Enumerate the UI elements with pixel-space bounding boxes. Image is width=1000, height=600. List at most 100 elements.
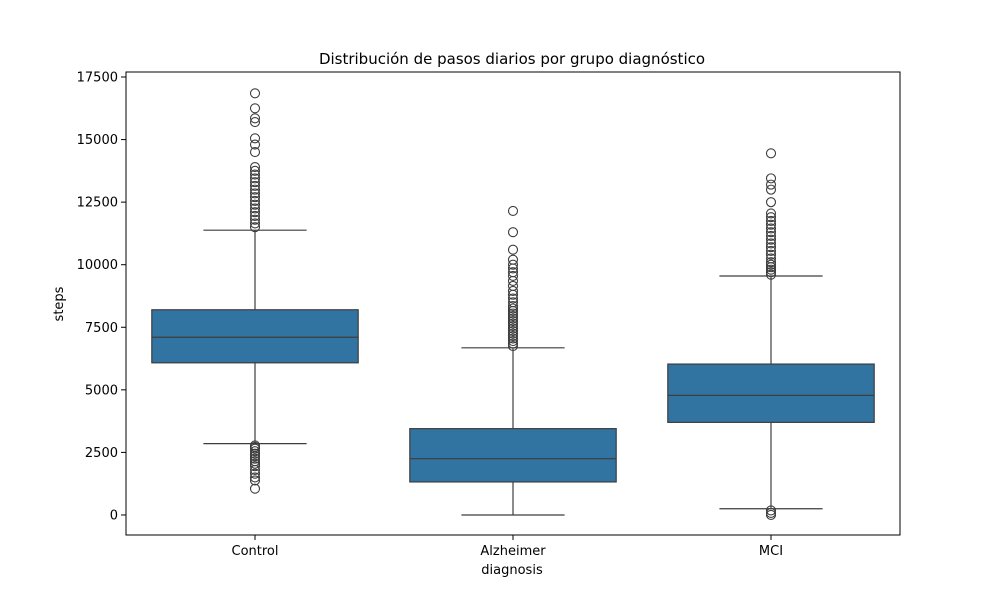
outlier-point [765,238,777,249]
x-axis-label: diagnosis [481,563,543,578]
outlier-point [249,173,261,184]
outlier-point [249,207,261,218]
outlier-point [765,227,777,238]
x-tick-label: Control [232,544,279,559]
outlier-point [507,227,519,238]
outlier-point [507,293,519,304]
y-tick-label: 17500 [77,71,118,86]
outlier-point [249,472,261,483]
outlier-point [765,269,777,280]
iqr-box [667,363,875,423]
outlier-point [249,453,261,464]
outlier-point [507,303,519,314]
outlier-point [765,148,777,159]
y-tick-label: 0 [110,508,118,523]
outlier-point [249,446,261,457]
outlier-point [507,259,519,270]
outlier-point [249,218,261,229]
box-alzheimer [409,205,617,516]
outlier-point [507,323,519,334]
outlier-point [507,205,519,216]
outlier-point [765,249,777,260]
outlier-point [249,177,261,188]
outlier-point [765,245,777,256]
outlier-point [765,197,777,208]
outlier-point [249,188,261,199]
y-tick-label: 2500 [85,446,118,461]
outlier-point [507,270,519,282]
outlier-point [249,184,261,195]
y-tick-label: 5000 [85,383,118,398]
outlier-point [249,180,261,191]
outlier-point [507,333,519,344]
outlier-point [507,308,519,319]
outlier-point [249,165,261,176]
outlier-point [249,162,261,173]
outlier-point [507,325,519,337]
outlier-point [249,199,261,210]
y-axis-label: steps [52,286,67,321]
outlier-point [507,254,519,265]
outlier-point [765,179,777,190]
y-tick-label: 15000 [77,133,118,148]
outlier-point [249,222,261,233]
outlier-point [507,310,519,322]
x-axis: Control Alzheimer MCI [232,535,783,559]
outlier-point [765,505,777,516]
outlier-point [765,219,777,230]
outlier-point [507,313,519,324]
y-tick-label: 7500 [85,321,118,336]
chart-title: Distribución de pasos diarios por grupo … [319,50,705,68]
outlier-point [765,184,777,195]
outlier-point [507,267,519,278]
outlier-point [507,340,519,352]
outlier-point [507,297,519,308]
outlier-point [765,223,777,234]
outlier-point [765,267,777,278]
outlier-point [507,280,519,292]
outlier-point [765,230,777,241]
outlier-point [249,113,261,124]
iqr-box [409,428,617,483]
outlier-point [249,458,261,469]
y-tick-label: 12500 [77,196,118,211]
outlier-point [249,147,261,158]
outlier-point [249,475,261,486]
outlier-point [765,234,777,245]
outlier-point [507,244,519,255]
outlier-point [249,461,261,472]
outlier-point [765,208,777,219]
outlier-point [249,133,261,144]
plot-area [151,88,875,521]
box-mci [667,148,875,521]
y-tick-label: 10000 [77,258,118,273]
outlier-point [765,257,777,268]
outlier-point [507,335,519,347]
box-control [151,88,359,494]
outlier-point [249,456,261,467]
outlier-point [765,242,777,253]
outlier-point [765,215,777,226]
outlier-point [249,468,261,479]
outlier-point [249,440,261,451]
outlier-point [249,103,261,114]
outlier-point [765,253,777,264]
outlier-point [765,259,777,270]
outlier-point [249,88,261,99]
outlier-point [507,315,519,327]
outlier-point [249,117,261,128]
iqr-box [151,309,359,364]
outlier-point [507,338,519,349]
outlier-point [765,173,777,184]
outlier-point [249,195,261,206]
outlier-point [765,507,777,519]
outlier-point [507,320,519,332]
outlier-point [507,328,519,339]
outlier-point [507,330,519,342]
outlier-point [507,300,519,312]
outlier-point [249,210,261,221]
outlier-point [249,139,261,150]
outlier-point [249,169,261,180]
x-tick-label: Alzheimer [480,544,546,559]
